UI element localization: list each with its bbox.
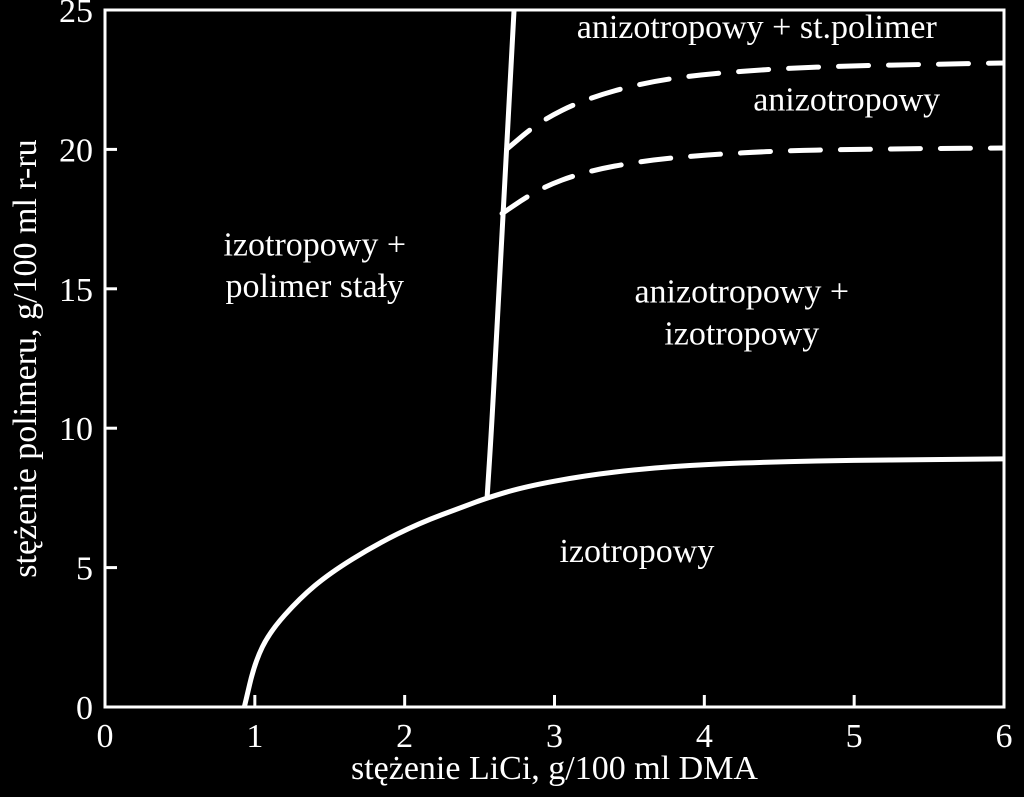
x-tick-label: 6 (996, 718, 1013, 755)
x-tick-label: 0 (97, 718, 114, 755)
region-label: anizotropowy (753, 81, 940, 118)
y-tick-label: 25 (59, 0, 93, 30)
y-tick-label: 0 (76, 690, 93, 727)
x-tick-label: 1 (246, 718, 263, 755)
x-axis-label: stężenie LiCi, g/100 ml DMA (351, 750, 758, 787)
y-tick-label: 15 (59, 272, 93, 309)
region-label: izotropowy + (223, 226, 406, 263)
region-label: izotropowy (664, 316, 819, 353)
y-tick-label: 20 (59, 132, 93, 169)
phase-diagram-chart: 01234560510152025stężenie LiCi, g/100 ml… (0, 0, 1024, 797)
y-axis-label: stężenie polimeru, g/100 ml r-ru (7, 139, 44, 577)
region-label: izotropowy (559, 533, 714, 570)
region-label: polimer stały (226, 268, 404, 305)
x-tick-label: 5 (846, 718, 863, 755)
chart-svg: 01234560510152025stężenie LiCi, g/100 ml… (0, 0, 1024, 797)
plot-background (0, 0, 1024, 797)
y-tick-label: 5 (76, 551, 93, 588)
y-tick-label: 10 (59, 411, 93, 448)
region-label: anizotropowy + (634, 274, 849, 311)
region-label: anizotropowy + st.polimer (577, 9, 938, 46)
